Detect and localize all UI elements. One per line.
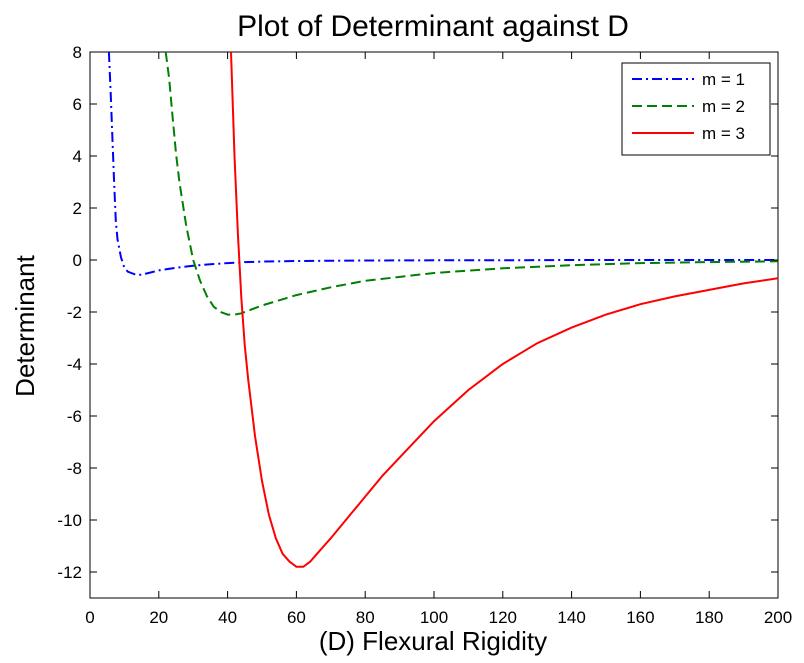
x-tick-label: 140 xyxy=(557,608,585,627)
x-tick-label: 200 xyxy=(764,608,792,627)
y-axis-label: Determinant xyxy=(10,254,40,396)
legend-label-3: m = 3 xyxy=(702,124,745,143)
series-line-2 xyxy=(164,52,778,316)
series-line-3 xyxy=(230,52,778,568)
series-line-1 xyxy=(107,52,778,276)
axis-ticks: 0 20 40 60 80 100 120 140 160 180 20086420-2-4-6-8… xyxy=(57,43,792,627)
y-tick-label: -10 xyxy=(57,511,82,530)
y-tick-label: -12 xyxy=(57,563,82,582)
legend-label-2: m = 2 xyxy=(702,97,745,116)
series-lines xyxy=(107,52,778,568)
x-tick-label: 100 xyxy=(420,608,448,627)
y-tick-label: -2 xyxy=(67,303,82,322)
x-tick-label: 160 xyxy=(626,608,654,627)
y-tick-label: 8 xyxy=(73,43,82,62)
x-tick-label: 0 xyxy=(85,608,94,627)
y-tick-label: -4 xyxy=(67,355,82,374)
x-tick-label: 60 xyxy=(287,608,306,627)
legend: m = 1 m = 2 m = 3 xyxy=(621,62,771,156)
x-axis-label: (D) Flexural Rigidity xyxy=(319,626,547,656)
x-tick-label: 120 xyxy=(489,608,517,627)
y-tick-label: 4 xyxy=(73,147,82,166)
chart-title: Plot of Determinant against D xyxy=(237,10,629,43)
legend-box xyxy=(621,62,771,156)
x-tick-label: 80 xyxy=(356,608,375,627)
y-tick-label: -6 xyxy=(67,407,82,426)
y-tick-label: 6 xyxy=(73,95,82,114)
x-tick-label: 20 xyxy=(149,608,168,627)
y-tick-label: 0 xyxy=(73,251,82,270)
legend-label-1: m = 1 xyxy=(702,70,745,89)
x-tick-label: 40 xyxy=(218,608,237,627)
y-tick-label: 2 xyxy=(73,199,82,218)
y-tick-label: -8 xyxy=(67,459,82,478)
x-tick-label: 180 xyxy=(695,608,723,627)
